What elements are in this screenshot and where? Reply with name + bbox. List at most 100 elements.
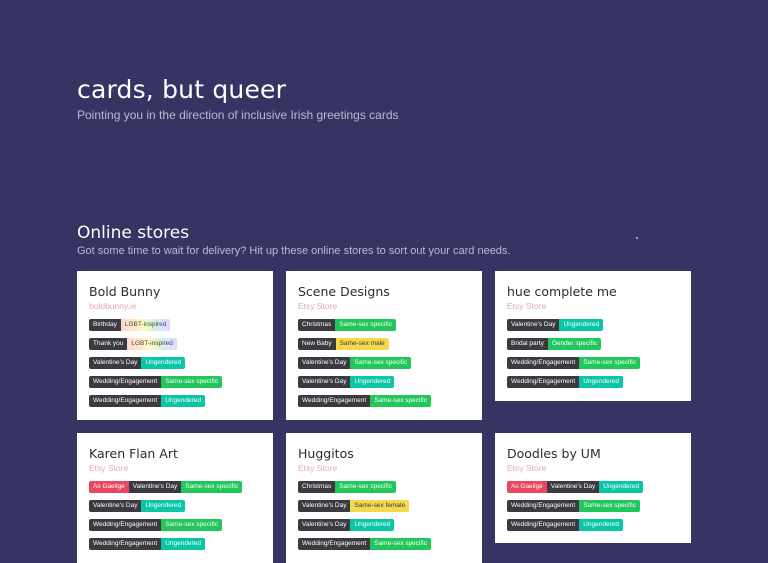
tag-list: Birthday LGBT-inspired Thank you LGBT-inspi… (89, 319, 261, 407)
tag: Christmas (298, 319, 336, 331)
page-title: cards, but queer (77, 75, 287, 104)
tag-list: As Gaeilge Valentine's Day Same-sex specif… (89, 481, 261, 550)
tag: LGBT-inspired (127, 338, 177, 350)
tag: Valentine's Day (298, 500, 351, 512)
section-title: Online stores (77, 223, 190, 243)
tag: Wedding/Engagement (298, 538, 371, 550)
tag: Ungendered (350, 519, 395, 531)
tag: Wedding/Engagement (89, 376, 162, 388)
tag: Valentine's Day (89, 357, 142, 369)
store-link[interactable]: Etsy Store (298, 301, 338, 311)
tag: Christmas (298, 481, 336, 493)
store-link[interactable]: boldbunny.ie (89, 301, 137, 311)
tag-row: Wedding/Engagement Same-sex specific (89, 376, 261, 388)
tag: As Gaeilge (89, 481, 129, 493)
tag: Wedding/Engagement (507, 500, 580, 512)
tag: Valentine's Day (128, 481, 182, 493)
tag-row: Wedding/Engagement Ungendered (89, 538, 261, 550)
store-card-hue-complete-me: hue complete me Etsy Store Valentine's D… (495, 271, 691, 401)
tag-row: Wedding/Engagement Same-sex specific (507, 500, 679, 512)
tag: Ungendered (559, 319, 604, 331)
tag: Ungendered (161, 395, 205, 407)
tag-row: Thank you LGBT-inspired (89, 338, 261, 350)
tag-row: Christmas Same-sex specific (298, 481, 470, 493)
store-card-huggitos: Huggitos Etsy Store Christmas Same-sex sp… (286, 433, 482, 563)
tag-row: Valentine's Day Ungendered (507, 319, 679, 331)
tag-row: Wedding/Engagement Same-sex specific (89, 519, 261, 531)
tag: Ungendered (161, 538, 205, 550)
tag-row: Wedding/Engagement Ungendered (507, 519, 679, 531)
tag: Same-sex specific (579, 357, 640, 369)
tag: Ungendered (141, 500, 186, 512)
tag-row: Bridal party Gender specific (507, 338, 679, 350)
tag: As Gaeilge (507, 481, 547, 493)
store-name: Bold Bunny (89, 284, 161, 299)
tag-row: As Gaeilge Valentine's Day Same-sex specif… (89, 481, 261, 493)
tag-row: Wedding/Engagement Same-sex specific (298, 538, 470, 550)
store-name: Huggitos (298, 446, 354, 461)
tag: Ungendered (579, 376, 623, 388)
tag: Same-sex specific (335, 319, 397, 331)
tag-row: Valentine's Day Ungendered (89, 500, 261, 512)
tag-row: As Gaeilge Valentine's Day Ungendered (507, 481, 679, 493)
tag: Gender specific (547, 338, 602, 350)
tag: Valentine's Day (546, 481, 600, 493)
tag-row: Valentine's Day Same-sex female (298, 500, 470, 512)
tag-list: Christmas Same-sex specific Valentine's Da… (298, 481, 470, 550)
store-link[interactable]: Etsy Store (89, 463, 129, 473)
tag: Valentine's Day (298, 357, 351, 369)
tag-list: Christmas Same-sex specific New Baby Same-s… (298, 319, 470, 407)
tag-row: Valentine's Day Same-sex specific (298, 357, 470, 369)
store-card-scene-designs: Scene Designs Etsy Store Christmas Same-s… (286, 271, 482, 420)
tag: Wedding/Engagement (507, 357, 580, 369)
tag-row: Wedding/Engagement Ungendered (507, 376, 679, 388)
tag-row: New Baby Same-sex male (298, 338, 470, 350)
decorative-dot (636, 237, 638, 239)
tag: Wedding/Engagement (89, 395, 162, 407)
tag: Same-sex male (335, 338, 389, 350)
tag-list: As Gaeilge Valentine's Day Ungendered Weddi… (507, 481, 679, 531)
store-name: Doodles by UM (507, 446, 601, 461)
tag: Ungendered (579, 519, 623, 531)
store-link[interactable]: Etsy Store (507, 463, 547, 473)
tag-row: Christmas Same-sex specific (298, 319, 470, 331)
tag: Valentine's Day (89, 500, 142, 512)
tag: Same-sex specific (370, 538, 431, 550)
tag-list: Valentine's Day Ungendered Bridal party Gen… (507, 319, 679, 388)
tag: Same-sex specific (161, 376, 222, 388)
tag: New Baby (298, 338, 336, 350)
tag: Same-sex specific (350, 357, 412, 369)
tag: Wedding/Engagement (507, 519, 580, 531)
store-name: Scene Designs (298, 284, 390, 299)
tag-row: Birthday LGBT-inspired (89, 319, 261, 331)
tag: Same-sex specific (579, 500, 640, 512)
tag: Valentine's Day (507, 319, 560, 331)
store-name: Karen Flan Art (89, 446, 178, 461)
store-name: hue complete me (507, 284, 617, 299)
tag: Same-sex specific (161, 519, 222, 531)
tag: LGBT-inspired (120, 319, 171, 331)
tag: Wedding/Engagement (298, 395, 371, 407)
store-link[interactable]: Etsy Store (298, 463, 338, 473)
tag-row: Wedding/Engagement Ungendered (89, 395, 261, 407)
tag: Wedding/Engagement (89, 538, 162, 550)
tag-row: Valentine's Day Ungendered (298, 519, 470, 531)
page-subtitle: Pointing you in the direction of inclusi… (77, 108, 399, 122)
store-card-doodles-by-um: Doodles by UM Etsy Store As Gaeilge Valen… (495, 433, 691, 543)
tag-row: Wedding/Engagement Same-sex specific (298, 395, 470, 407)
tag: Wedding/Engagement (89, 519, 162, 531)
store-card-bold-bunny: Bold Bunny boldbunny.ie Birthday LGBT-ins… (77, 271, 273, 420)
tag: Ungendered (350, 376, 395, 388)
tag: Bridal party (507, 338, 548, 350)
store-link[interactable]: Etsy Store (507, 301, 547, 311)
tag: Same-sex female (350, 500, 410, 512)
tag: Birthday (89, 319, 121, 331)
tag-row: Valentine's Day Ungendered (298, 376, 470, 388)
tag: Ungendered (599, 481, 644, 493)
tag: Same-sex specific (335, 481, 397, 493)
tag: Ungendered (141, 357, 186, 369)
tag: Valentine's Day (298, 519, 351, 531)
store-card-karen-flan-art: Karen Flan Art Etsy Store As Gaeilge Vale… (77, 433, 273, 563)
section-subtitle: Got some time to wait for delivery? Hit … (77, 245, 511, 257)
tag: Same-sex specific (370, 395, 431, 407)
